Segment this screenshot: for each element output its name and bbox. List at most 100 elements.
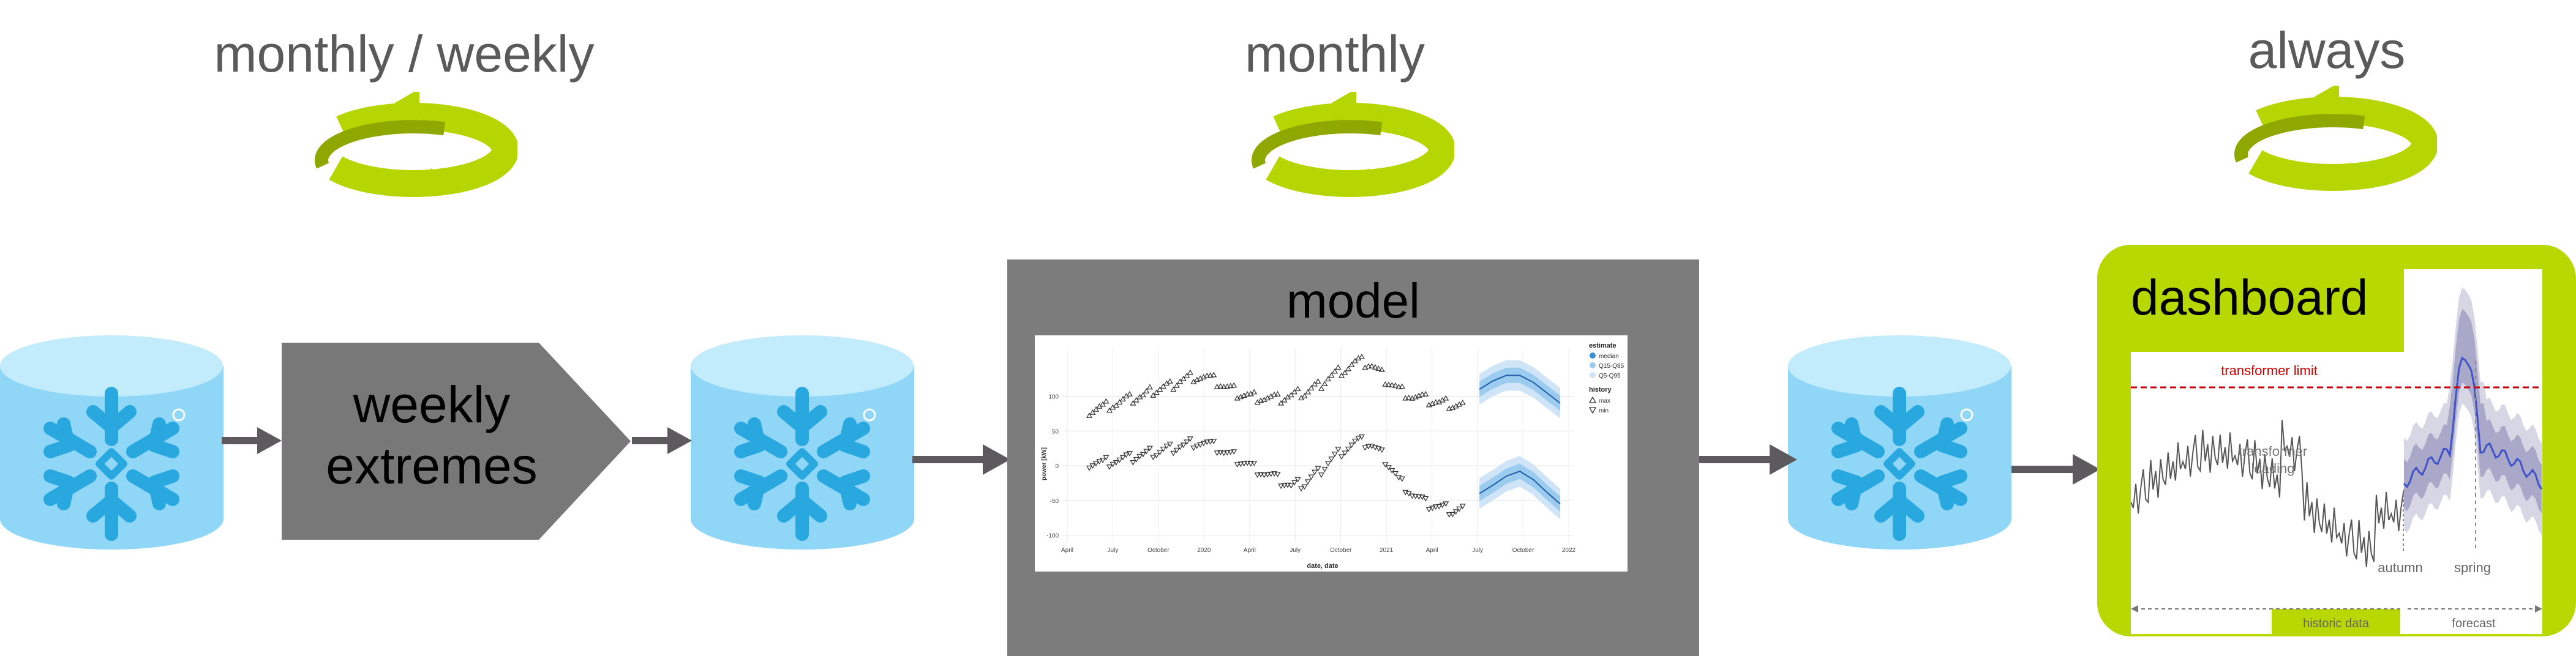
legend-item-max: max <box>1599 398 1610 404</box>
min-marker <box>1244 460 1251 466</box>
min-marker <box>1247 461 1254 467</box>
max-marker <box>1204 372 1211 378</box>
frequency-label-left: monthly / weekly <box>214 25 595 83</box>
min-marker <box>1285 482 1291 488</box>
min-marker <box>1254 472 1261 479</box>
legend-item-median: median <box>1599 353 1619 360</box>
min-marker <box>1318 472 1325 479</box>
arrow-head <box>1770 444 1797 475</box>
max-marker <box>1443 395 1449 401</box>
cycle-arrows-icon <box>309 92 517 201</box>
min-marker <box>1449 512 1456 518</box>
max-marker <box>1422 390 1429 397</box>
max-marker <box>1369 363 1375 368</box>
min-marker <box>1345 446 1351 452</box>
min-marker <box>1416 494 1422 500</box>
max-marker <box>1099 401 1106 407</box>
max-marker <box>1086 412 1092 418</box>
min-marker <box>1258 472 1264 478</box>
min-marker <box>1214 450 1220 457</box>
min-marker <box>1170 450 1177 457</box>
x-tick-label: July <box>1290 547 1301 554</box>
max-marker <box>1177 378 1184 384</box>
snowflake-icon <box>1831 387 1967 541</box>
min-marker <box>1358 434 1365 440</box>
max-marker <box>1358 353 1365 359</box>
y-axis-label: power [kW] <box>1041 447 1048 480</box>
max-marker <box>1271 391 1278 397</box>
max-marker <box>1231 382 1237 388</box>
min-marker <box>1187 436 1193 442</box>
max-marker <box>1335 364 1342 370</box>
max-marker <box>1130 400 1136 406</box>
max-marker <box>1399 383 1405 389</box>
min-marker <box>1267 471 1274 477</box>
min-marker <box>1160 447 1166 452</box>
min-marker <box>1304 479 1312 485</box>
x-tick-label: April <box>1244 547 1256 554</box>
min-marker <box>1237 461 1244 468</box>
max-marker <box>1092 406 1099 412</box>
min-marker <box>1217 450 1224 456</box>
max-marker <box>1318 386 1325 391</box>
max-marker <box>1227 382 1234 389</box>
legend-item-q15: Q15-Q85 <box>1599 363 1624 370</box>
min-marker <box>1153 453 1160 459</box>
min-marker <box>1429 505 1436 512</box>
y-tick-label: -50 <box>1050 498 1059 505</box>
min-marker <box>1331 452 1339 458</box>
min-marker <box>1348 442 1355 449</box>
min-marker <box>1412 494 1419 499</box>
max-marker <box>1116 399 1123 405</box>
max-marker <box>1278 400 1285 406</box>
min-marker <box>1180 442 1187 449</box>
min-marker <box>1261 472 1267 479</box>
min-marker <box>1274 472 1281 477</box>
arrow-head <box>983 444 1010 475</box>
forecast-line <box>2403 356 2542 490</box>
max-marker <box>1324 376 1332 382</box>
x-tick-label: 2022 <box>1562 547 1576 554</box>
max-marker <box>1446 405 1452 411</box>
max-marker <box>1288 392 1294 398</box>
max-marker <box>1220 384 1227 389</box>
max-marker <box>1342 370 1348 375</box>
y-tick-label: 50 <box>1052 428 1059 435</box>
min-marker <box>1425 507 1432 513</box>
snowflake-icon <box>43 387 179 541</box>
max-marker <box>1140 392 1146 398</box>
q15-q85-band <box>1479 463 1561 512</box>
transformer-loading-label-line2: loading <box>2251 461 2295 476</box>
min-marker <box>1224 450 1231 456</box>
dashboard-chart: transformer limit transformer loading au… <box>2131 269 2542 634</box>
max-marker <box>1304 389 1312 395</box>
frequency-label-middle: monthly <box>1244 25 1425 83</box>
min-marker <box>1301 484 1308 490</box>
historic-data-label: historic data <box>2303 617 2370 630</box>
transformer-limit-label: transformer limit <box>2221 363 2318 378</box>
min-marker <box>1362 445 1369 451</box>
min-marker <box>1436 504 1443 510</box>
min-marker <box>1086 465 1092 471</box>
min-marker <box>1166 441 1173 447</box>
min-marker <box>1157 450 1163 455</box>
max-marker <box>1345 365 1351 371</box>
max-marker <box>1160 383 1166 389</box>
x-tick-label: 2020 <box>1197 547 1211 554</box>
max-marker <box>1389 382 1395 388</box>
max-marker <box>1459 400 1466 405</box>
x-tick-label: 2021 <box>1380 547 1394 554</box>
y-tick-label: 100 <box>1048 394 1059 401</box>
arrow-shaft <box>222 437 258 444</box>
min-marker <box>1324 461 1332 467</box>
frequency-label-right: always <box>2248 21 2406 79</box>
max-marker <box>1365 363 1372 369</box>
snowflake-icon <box>734 387 870 541</box>
min-marker <box>1092 461 1099 467</box>
min-marker <box>1321 466 1328 472</box>
min-marker <box>1110 461 1116 468</box>
max-marker <box>1133 397 1140 403</box>
max-marker <box>1251 389 1258 395</box>
